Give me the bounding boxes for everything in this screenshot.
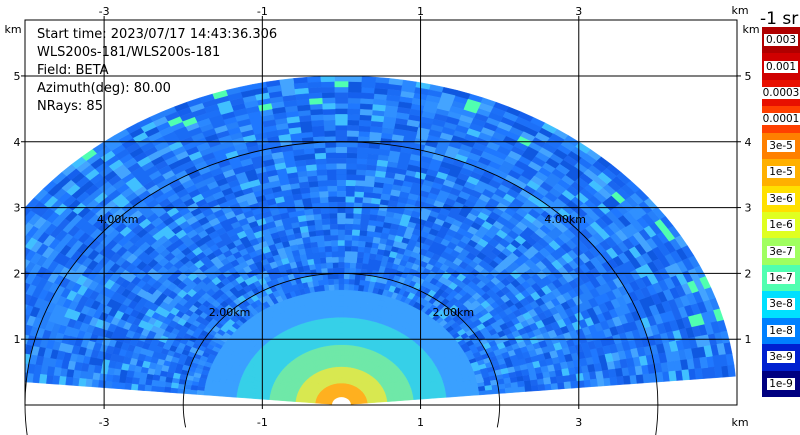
colorbar-label-5: 1e-5 bbox=[767, 166, 795, 179]
y-unit-left: km bbox=[4, 23, 21, 36]
field-label: Field: BETA bbox=[37, 63, 109, 78]
instrument-label: WLS200s-181/WLS200s-181 bbox=[37, 45, 221, 60]
y-tick-label-right-2: 3 bbox=[745, 202, 752, 215]
range-ring-label-right-0: 2.00km bbox=[433, 306, 475, 319]
origin-gap bbox=[331, 397, 351, 405]
colorbar-label-13: 1e-9 bbox=[767, 377, 795, 390]
x-tick-label-bottom-3: 3 bbox=[575, 416, 582, 429]
x-tick-label-bottom-0: -3 bbox=[99, 416, 110, 429]
range-ring-tail-right-1 bbox=[655, 404, 659, 435]
colorbar-cell-9: 1e-7 bbox=[762, 264, 800, 292]
sector-cells-3 bbox=[236, 317, 447, 400]
colorbar-cell-2: 0.0003 bbox=[762, 79, 800, 107]
x-tick-label-top-1: -1 bbox=[257, 5, 268, 18]
y-tick-label-left-0: 1 bbox=[14, 333, 21, 346]
colorbar-cell-4: 3e-5 bbox=[762, 132, 800, 160]
colorbar-title: -1 sr bbox=[760, 9, 799, 29]
colorbar-label-6: 3e-6 bbox=[767, 192, 795, 205]
colorbar-cell-0: 0.003 bbox=[762, 27, 800, 54]
colorbar-cell-5: 1e-5 bbox=[762, 159, 800, 186]
range-ring-tail-right-0 bbox=[496, 404, 501, 428]
x-tick-label-top-2: 1 bbox=[417, 5, 424, 18]
colorbar-cell-11: 1e-8 bbox=[762, 317, 800, 345]
range-ring-tail-left-1 bbox=[24, 404, 28, 435]
colorbar: 0.003 0.001 0.0003 0.0001 3e-5 1e-5 3e-6 1e-6 3e… bbox=[762, 27, 800, 397]
x-tick-label-bottom-1: -1 bbox=[257, 416, 268, 429]
y-tick-label-left-2: 3 bbox=[14, 202, 21, 215]
colorbar-cell-13: 1e-9 bbox=[762, 370, 800, 397]
colorbar-label-3: 0.0001 bbox=[762, 113, 800, 126]
colorbar-label-8: 3e-7 bbox=[767, 245, 795, 258]
nrays-label: NRays: 85 bbox=[37, 99, 103, 114]
scan-info: Start time: 2023/07/17 14:43:36.306 WLS2… bbox=[37, 26, 277, 116]
y-tick-label-right-1: 2 bbox=[745, 267, 752, 280]
sector-cells-1 bbox=[295, 366, 388, 404]
colorbar-cell-7: 1e-6 bbox=[762, 212, 800, 239]
sector-cells-16 bbox=[81, 81, 724, 328]
colorbar-cell-8: 3e-7 bbox=[762, 238, 800, 265]
colorbar-label-10: 3e-8 bbox=[767, 298, 795, 311]
sector-cells-15 bbox=[25, 81, 728, 391]
y-unit-right: km bbox=[742, 23, 759, 36]
y-tick-label-right-0: 1 bbox=[745, 333, 752, 346]
x-tick-label-top-0: -3 bbox=[99, 5, 110, 18]
colorbar-label-11: 1e-8 bbox=[767, 324, 795, 337]
colorbar-cell-1: 0.001 bbox=[762, 53, 800, 80]
range-ring-label-right-1: 4.00km bbox=[544, 213, 586, 226]
y-tick-label-left-3: 4 bbox=[14, 136, 21, 149]
y-tick-label-left-1: 2 bbox=[14, 267, 21, 280]
colorbar-label-2: 0.0003 bbox=[762, 87, 800, 100]
colorbar-cell-3: 0.0001 bbox=[762, 106, 800, 133]
y-tick-label-left-4: 5 bbox=[14, 70, 21, 83]
azimuth-label: Azimuth(deg): 80.00 bbox=[37, 81, 171, 96]
colorbar-label-7: 1e-6 bbox=[767, 219, 795, 232]
range-ring-label-left-0: 2.00km bbox=[209, 306, 251, 319]
colorbar-cell-10: 3e-8 bbox=[762, 291, 800, 318]
start-time-label: Start time: 2023/07/17 14:43:36.306 bbox=[37, 27, 278, 42]
colorbar-label-0: 0.003 bbox=[763, 34, 799, 47]
range-ring-label-left-1: 4.00km bbox=[97, 213, 139, 226]
colorbar-cell-6: 3e-6 bbox=[762, 185, 800, 212]
colorbar-label-12: 3e-9 bbox=[767, 351, 795, 364]
y-tick-label-right-3: 4 bbox=[745, 136, 752, 149]
colorbar-cell-12: 3e-9 bbox=[762, 344, 800, 371]
y-tick-label-right-4: 5 bbox=[745, 70, 752, 83]
colorbar-label-4: 3e-5 bbox=[767, 139, 795, 152]
range-ring-0 bbox=[182, 272, 501, 406]
x-tick-label-top-3: 3 bbox=[575, 5, 582, 18]
x-unit-top-left: km bbox=[731, 4, 748, 17]
x-tick-label-bottom-2: 1 bbox=[417, 416, 424, 429]
plot-frame bbox=[24, 19, 738, 406]
range-ring-1 bbox=[24, 141, 659, 406]
colorbar-label-9: 1e-7 bbox=[767, 272, 795, 285]
range-ring-tail-left-0 bbox=[182, 404, 187, 428]
x-unit-bottom: km bbox=[731, 416, 748, 429]
colorbar-label-1: 0.001 bbox=[763, 60, 799, 73]
